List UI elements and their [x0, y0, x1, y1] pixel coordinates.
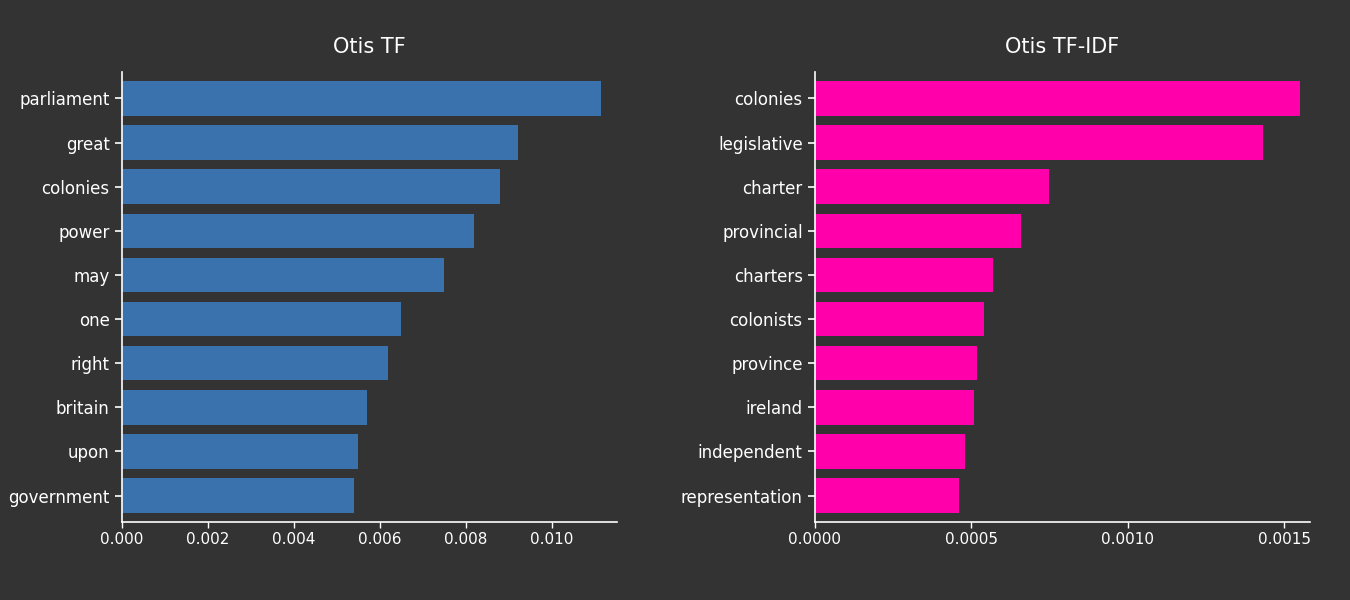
Bar — [814, 346, 977, 380]
Bar — [122, 434, 358, 469]
Bar — [814, 302, 984, 336]
Bar — [814, 478, 958, 513]
Bar — [122, 390, 367, 425]
Title: Otis TF: Otis TF — [332, 37, 405, 56]
Bar — [814, 390, 975, 425]
Bar — [814, 125, 1262, 160]
Bar — [122, 478, 354, 513]
Bar — [122, 169, 501, 204]
Bar — [122, 214, 474, 248]
Title: Otis TF-IDF: Otis TF-IDF — [1004, 37, 1119, 56]
Bar — [122, 81, 602, 116]
Bar — [814, 258, 994, 292]
Bar — [814, 434, 965, 469]
Bar — [122, 125, 517, 160]
Bar — [122, 302, 401, 336]
Bar — [122, 258, 444, 292]
Bar — [814, 214, 1021, 248]
Bar — [814, 169, 1049, 204]
Bar — [814, 81, 1300, 116]
Bar — [122, 346, 389, 380]
